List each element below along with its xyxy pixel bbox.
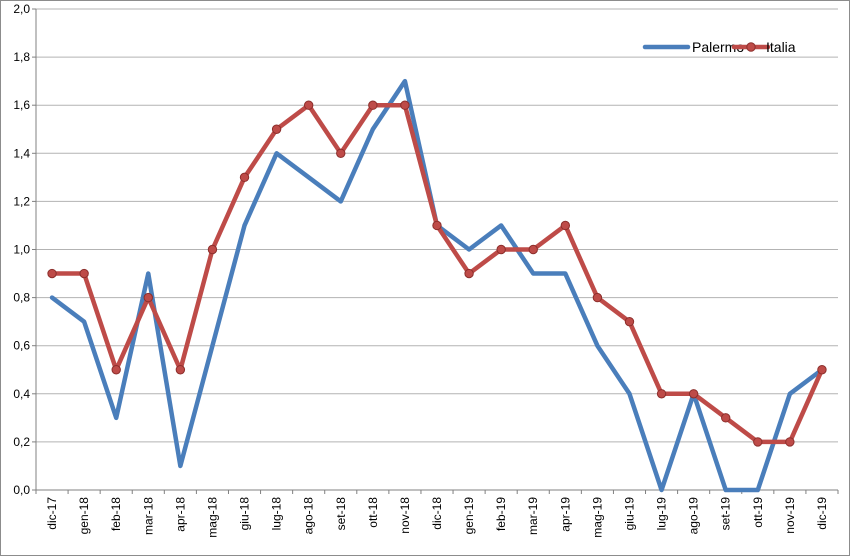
y-axis-tick-labels: 0,0 0,2 0,4 0,6 0,8 1,0 1,2 1,4 1,6 1,8 2,0	[13, 2, 30, 497]
y-tick-label: 1,2	[13, 194, 30, 208]
legend-item-palermo: Palermo	[642, 39, 744, 55]
data-point	[47, 268, 57, 279]
x-tick-label: mar-19	[526, 497, 540, 535]
x-tick-label: ago-18	[302, 497, 316, 535]
y-tick-label: 0,2	[13, 435, 30, 449]
data-point	[111, 365, 121, 375]
data-point	[79, 268, 89, 279]
y-tick-label: 0,8	[13, 291, 30, 305]
data-point	[143, 292, 153, 303]
y-tick-label: 0,6	[13, 339, 30, 353]
data-point	[496, 244, 506, 255]
data-point	[175, 365, 186, 375]
y-tick-label: 2,0	[13, 2, 30, 16]
data-point	[271, 124, 282, 134]
y-tick-label: 0,4	[13, 387, 30, 401]
x-tick-label: feb-18	[109, 497, 123, 531]
data-point	[464, 268, 474, 279]
x-tick-label: giu-19	[622, 497, 636, 531]
x-tick-label: feb-19	[494, 497, 508, 531]
legend-label: Palermo	[692, 39, 744, 55]
legend-item-italia: Italia	[731, 39, 796, 55]
data-point	[592, 292, 603, 303]
data-point	[624, 316, 635, 327]
x-tick-label: ott-18	[366, 497, 380, 528]
x-tick-label: dic-18	[430, 497, 444, 530]
x-tick-label: lug-19	[655, 497, 669, 531]
data-point	[785, 437, 795, 447]
axes	[32, 8, 839, 494]
data-point	[239, 172, 250, 183]
data-point	[207, 244, 218, 255]
x-tick-label: lug-18	[270, 497, 284, 531]
data-point	[817, 365, 827, 375]
y-tick-label: 1,8	[13, 50, 30, 64]
legend-label: Italia	[766, 39, 796, 55]
x-tick-label: mar-18	[141, 497, 155, 535]
x-tick-label: set-18	[334, 497, 348, 531]
series-layer	[47, 78, 827, 493]
x-tick-label: apr-19	[558, 497, 572, 532]
series-palermo	[49, 78, 825, 493]
data-point	[528, 244, 538, 255]
x-tick-label: nov-18	[398, 497, 412, 534]
y-tick-label: 1,6	[13, 98, 30, 112]
data-point	[753, 437, 763, 447]
data-point	[432, 220, 442, 231]
y-tick-label: 1,0	[13, 243, 30, 257]
x-tick-label: set-19	[719, 497, 733, 531]
series-line-palermo	[49, 78, 825, 493]
series-italia	[47, 100, 827, 447]
data-point	[400, 100, 410, 110]
x-tick-label: dic-17	[45, 497, 59, 530]
x-tick-label: ago-19	[687, 497, 701, 535]
x-tick-label: giu-18	[238, 497, 252, 531]
data-point	[656, 389, 667, 399]
x-tick-label: dic-19	[815, 497, 829, 530]
x-tick-label: mag-19	[590, 497, 604, 538]
data-point	[336, 148, 346, 159]
data-point	[560, 220, 571, 231]
x-tick-label: mag-18	[205, 497, 219, 538]
x-tick-label: ott-19	[751, 497, 765, 528]
data-point	[303, 100, 314, 110]
data-point	[688, 389, 699, 399]
data-point	[368, 100, 378, 110]
x-tick-label: nov-19	[783, 497, 797, 534]
y-tick-label: 0,0	[13, 483, 30, 497]
y-tick-label: 1,4	[13, 146, 30, 160]
x-axis-tick-labels: dic-17 gen-18 feb-18 mar-18 apr-18 mag-18 giu-…	[45, 497, 829, 538]
legend-marker	[746, 42, 756, 52]
x-tick-label: gen-19	[462, 497, 476, 535]
data-point	[721, 413, 731, 423]
x-tick-label: apr-18	[173, 497, 187, 532]
x-tick-label: gen-18	[77, 497, 91, 535]
legend: Palermo Italia	[642, 39, 796, 55]
